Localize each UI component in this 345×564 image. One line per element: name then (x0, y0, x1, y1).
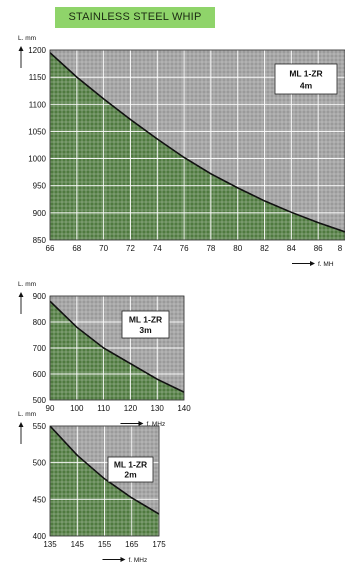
series-line (50, 52, 345, 233)
x-tick-label: 130 (151, 404, 165, 413)
chart-3: 400 450 500 550 135 145 155 165 175 L. mm f. MHz ML… (18, 411, 166, 564)
x-axis-label: f. MHz (146, 421, 165, 428)
y-tick-label: 1150 (29, 73, 47, 82)
x-axis-arrowhead (138, 421, 144, 426)
x-tick-label: 80 (233, 244, 242, 253)
plot-frame (49, 295, 185, 401)
y-tick-label: 600 (33, 370, 47, 379)
x-axis-arrowhead (310, 261, 315, 266)
y-tick-label: 400 (33, 532, 47, 541)
y-tick-label: 1000 (28, 155, 46, 164)
x-tick-label: 165 (125, 540, 139, 549)
y-tick-label: 550 (33, 422, 47, 431)
x-tick-label: 68 (72, 244, 81, 253)
x-tick-label: 175 (152, 540, 166, 549)
y-tick-label: 500 (33, 459, 47, 468)
x-tick-label: 78 (206, 244, 215, 253)
y-axis-arrowhead (18, 46, 24, 51)
x-tick-label: 72 (126, 244, 135, 253)
chart-1: 850 900 950 1000 1050 1100 1150 1200 66 68 70 72 74 7… (18, 35, 345, 268)
y-tick-label: 1200 (28, 46, 46, 55)
y-axis-arrowhead (18, 422, 24, 427)
y-tick-label: 850 (33, 236, 47, 245)
x-tick-label: 90 (46, 404, 55, 413)
x-tick-label: 8 (338, 244, 343, 253)
legend-model: ML 1-ZR (289, 69, 322, 79)
area-fill (50, 52, 345, 240)
legend-length: 2m (124, 470, 137, 480)
y-axis-arrowhead (18, 292, 24, 297)
y-tick-label: 1050 (28, 127, 46, 136)
y-tick-label: 500 (33, 396, 47, 405)
x-tick-label: 155 (98, 540, 112, 549)
legend-model: ML 1-ZR (129, 314, 162, 324)
legend-box (274, 63, 338, 95)
series-line (50, 426, 159, 515)
series-line (50, 300, 184, 393)
y-axis-label: L. mm (18, 281, 36, 288)
legend-length: 4m (300, 81, 313, 91)
x-tick-label: 120 (124, 404, 138, 413)
x-axis-arrowhead (120, 557, 126, 562)
y-tick-label: 900 (33, 292, 47, 301)
x-tick-label: 135 (43, 540, 57, 549)
x-tick-label: 70 (99, 244, 108, 253)
x-tick-label: 110 (97, 404, 110, 413)
x-tick-label: 76 (180, 244, 189, 253)
x-tick-label: 84 (287, 244, 296, 253)
y-tick-label: 700 (33, 344, 47, 353)
legend-box (121, 310, 170, 339)
y-tick-label: 1100 (29, 100, 47, 109)
x-tick-label: 145 (71, 540, 85, 549)
x-tick-label: 82 (260, 244, 269, 253)
x-tick-label: 86 (314, 244, 323, 253)
y-tick-label: 950 (33, 182, 47, 191)
y-tick-label: 900 (33, 209, 47, 218)
plot-frame (49, 425, 160, 537)
x-tick-label: 66 (46, 244, 55, 253)
plot-frame (49, 49, 345, 241)
y-tick-label: 800 (33, 318, 47, 327)
x-axis-label: f. MH (318, 261, 334, 268)
legend-box (107, 456, 154, 483)
y-tick-label: 450 (33, 495, 47, 504)
area-fill (50, 301, 184, 400)
legend-model: ML 1-ZR (114, 460, 147, 470)
x-tick-label: 140 (177, 404, 191, 413)
y-axis-label: L. mm (18, 411, 36, 418)
y-axis-label: L. mm (18, 35, 36, 42)
x-tick-label: 74 (153, 244, 162, 253)
x-tick-label: 100 (70, 404, 84, 413)
chart-title-banner: STAINLESS STEEL WHIP (55, 7, 215, 28)
chart-2: 500 600 700 800 900 90 100 110 120 130 140 L. mm f. … (18, 281, 191, 428)
legend-length: 3m (139, 325, 152, 335)
x-axis-label: f. MHz (128, 557, 147, 564)
